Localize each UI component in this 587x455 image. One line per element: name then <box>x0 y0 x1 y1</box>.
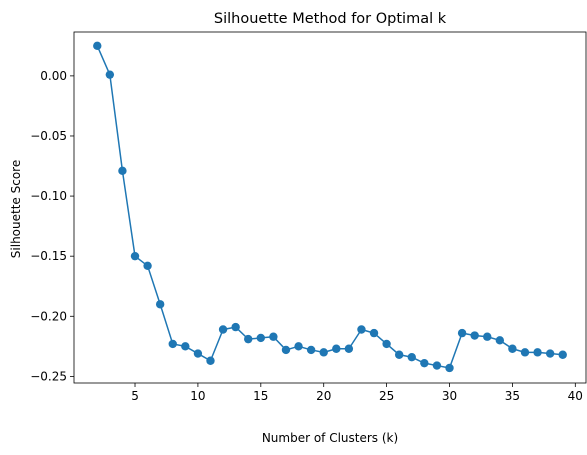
data-point <box>244 334 253 344</box>
data-point <box>294 342 303 351</box>
data-point <box>319 348 328 357</box>
y-tick-label: −0.15 <box>30 249 67 263</box>
data-point <box>269 332 278 341</box>
data-point <box>445 363 454 373</box>
data-point <box>281 345 291 355</box>
data-point <box>545 349 555 358</box>
data-point <box>483 332 492 341</box>
data-point <box>231 322 240 332</box>
data-point <box>105 70 115 79</box>
data-point <box>369 328 379 338</box>
data-point <box>420 358 429 368</box>
data-point <box>130 251 140 261</box>
data-point <box>508 344 517 353</box>
data-point <box>558 350 567 359</box>
data-point <box>118 166 127 176</box>
data-point <box>143 261 152 270</box>
data-point <box>520 348 530 357</box>
data-point <box>168 339 177 349</box>
data-point <box>432 361 442 370</box>
plot-frame <box>73 31 587 384</box>
y-axis-label: Silhouette Score <box>9 160 23 258</box>
chart-title: Silhouette Method for Optimal k <box>214 11 447 27</box>
plot-area: 5 10 15 20 25 30 35 40 0.00 −0.05 −0.10 −0.15 −0.20 −… <box>30 31 587 403</box>
data-point <box>332 344 341 353</box>
x-axis-label: Number of Clusters (k) <box>262 431 398 445</box>
data-point <box>306 345 316 355</box>
data-point <box>394 350 404 359</box>
data-point <box>93 41 102 51</box>
data-point <box>495 336 505 345</box>
data-point <box>218 325 228 334</box>
y-tick-label: −0.10 <box>30 189 67 203</box>
x-tick-label: 40 <box>568 389 583 403</box>
y-tick-label: 0.00 <box>40 69 67 83</box>
x-tick-label: 15 <box>253 389 268 403</box>
data-point <box>344 344 354 353</box>
y-tick-label: −0.25 <box>30 369 67 383</box>
y-tick-label: −0.05 <box>30 129 67 143</box>
data-point <box>206 356 215 365</box>
x-tick-label: 25 <box>379 389 394 403</box>
data-point <box>155 300 165 309</box>
data-point <box>457 328 467 338</box>
x-tick-label: 35 <box>505 389 520 403</box>
data-point <box>382 339 391 349</box>
x-tick-label: 10 <box>190 389 205 403</box>
data-point <box>407 352 416 362</box>
y-tick-label: −0.20 <box>30 309 67 323</box>
x-tick-label: 5 <box>131 389 139 403</box>
data-point <box>357 325 366 334</box>
data-point <box>181 342 190 351</box>
x-tick-label: 20 <box>316 389 331 403</box>
data-point <box>470 331 479 340</box>
data-point <box>256 333 266 343</box>
x-tick-label: 30 <box>442 389 457 403</box>
data-point <box>533 348 542 357</box>
data-point <box>193 349 203 358</box>
